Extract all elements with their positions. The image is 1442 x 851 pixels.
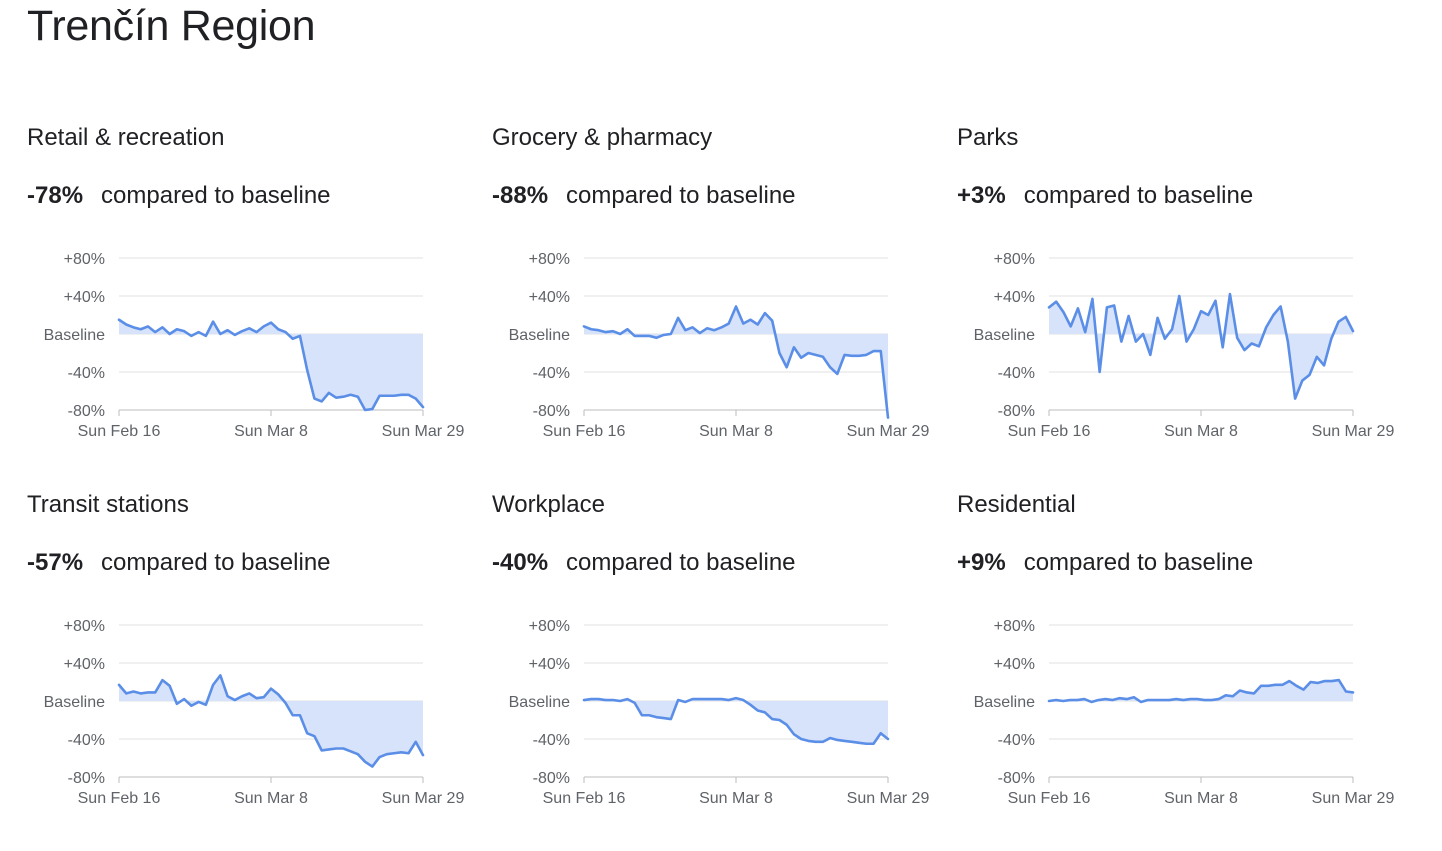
x-tick-label: Sun Mar 29 [847, 423, 930, 440]
y-tick-label: -40% [998, 732, 1035, 749]
y-tick-label: -80% [998, 770, 1035, 787]
y-tick-label: +40% [529, 656, 570, 673]
y-tick-label: -80% [68, 403, 105, 420]
x-tick-label: Sun Mar 29 [847, 790, 930, 807]
chart-svg: +80% +40% Baseline -40% -80% Sun Feb 16 Sun Ma… [509, 618, 930, 807]
series-line [117, 318, 425, 412]
change-value: -40% [492, 549, 549, 576]
change-value: -57% [27, 549, 84, 576]
change-suffix: compared to baseline [1023, 182, 1254, 209]
change-suffix: compared to baseline [1023, 549, 1254, 576]
y-tick-label: -80% [533, 403, 570, 420]
y-tick-label: -40% [68, 732, 105, 749]
x-tick-label: Sun Mar 29 [382, 423, 465, 440]
series-area [119, 319, 423, 410]
y-tick-label: +80% [529, 251, 570, 268]
series-area [584, 698, 888, 744]
y-tick-label: -80% [68, 770, 105, 787]
panel-title: Residential [957, 491, 1076, 518]
x-tick-label: Sun Mar 8 [1164, 423, 1238, 440]
change-value: +9% [957, 549, 1006, 576]
x-tick-label: Sun Mar 8 [699, 790, 773, 807]
panel-title: Grocery & pharmacy [492, 124, 713, 151]
panel-title: Parks [957, 124, 1019, 151]
x-tick-label: Sun Feb 16 [78, 790, 161, 807]
x-tick-label: Sun Mar 8 [1164, 790, 1238, 807]
chart-panel-parks: +80% +40% Baseline -40% -80% Sun Feb 16 Sun Ma… [957, 124, 1427, 484]
x-tick-label: Sun Feb 16 [543, 423, 626, 440]
series-area [584, 306, 888, 418]
y-tick-label: Baseline [974, 694, 1035, 711]
change-summary: -78% compared to baseline [27, 182, 331, 210]
page-title: Trenčín Region [27, 2, 316, 50]
y-tick-label: -40% [68, 365, 105, 382]
chart-panel-transit-stations: +80% +40% Baseline -40% -80% Sun Feb 16 Sun Ma… [27, 491, 497, 851]
change-suffix: compared to baseline [101, 182, 331, 209]
chart-svg: +80% +40% Baseline -40% -80% Sun Feb 16 Sun Ma… [509, 251, 930, 440]
x-tick-label: Sun Mar 8 [699, 423, 773, 440]
change-summary: +9% compared to baseline [957, 549, 1253, 577]
panel-title: Retail & recreation [27, 124, 225, 151]
y-tick-label: Baseline [974, 327, 1035, 344]
series-line [582, 305, 890, 419]
y-tick-label: +80% [64, 618, 105, 635]
y-tick-label: Baseline [44, 694, 105, 711]
series-area [119, 675, 423, 767]
y-tick-label: Baseline [44, 327, 105, 344]
chart-svg: +80% +40% Baseline -40% -80% Sun Feb 16 Sun Ma… [974, 251, 1395, 440]
y-tick-label: +80% [529, 618, 570, 635]
y-tick-label: +40% [64, 656, 105, 673]
y-tick-label: -40% [533, 732, 570, 749]
y-tick-label: -40% [998, 365, 1035, 382]
x-tick-label: Sun Mar 29 [382, 790, 465, 807]
series-line [117, 674, 425, 768]
y-tick-label: +40% [529, 289, 570, 306]
x-tick-label: Sun Feb 16 [543, 790, 626, 807]
change-suffix: compared to baseline [566, 549, 796, 576]
y-tick-label: +80% [994, 251, 1035, 268]
panel-title: Transit stations [27, 491, 189, 518]
y-tick-label: +40% [64, 289, 105, 306]
chart-svg: +80% +40% Baseline -40% -80% Sun Feb 16 Sun Ma… [44, 251, 465, 440]
y-tick-label: -80% [998, 403, 1035, 420]
chart-panel-residential: +80% +40% Baseline -40% -80% Sun Feb 16 Sun Ma… [957, 491, 1427, 851]
chart-panel-grocery-pharmacy: +80% +40% Baseline -40% -80% Sun Feb 16 Sun Ma… [492, 124, 962, 484]
series-area [1049, 294, 1353, 399]
x-tick-label: Sun Feb 16 [78, 423, 161, 440]
y-tick-label: -40% [533, 365, 570, 382]
change-summary: -88% compared to baseline [492, 182, 796, 210]
change-value: +3% [957, 182, 1006, 209]
chart-svg: +80% +40% Baseline -40% -80% Sun Feb 16 Sun Ma… [44, 618, 465, 807]
x-tick-label: Sun Mar 29 [1312, 423, 1395, 440]
change-suffix: compared to baseline [101, 549, 331, 576]
y-tick-label: Baseline [509, 327, 570, 344]
series-line [582, 696, 890, 746]
y-tick-label: Baseline [509, 694, 570, 711]
change-value: -88% [492, 182, 549, 209]
x-tick-label: Sun Feb 16 [1008, 790, 1091, 807]
change-suffix: compared to baseline [566, 182, 796, 209]
chart-panel-workplace: +80% +40% Baseline -40% -80% Sun Feb 16 Sun Ma… [492, 491, 962, 851]
panel-title: Workplace [492, 491, 605, 518]
y-tick-label: +40% [994, 656, 1035, 673]
series-line [1047, 678, 1355, 704]
change-value: -78% [27, 182, 84, 209]
x-tick-label: Sun Mar 8 [234, 423, 308, 440]
y-tick-label: +80% [994, 618, 1035, 635]
y-tick-label: -80% [533, 770, 570, 787]
chart-panel-retail-recreation: +80% +40% Baseline -40% -80% Sun Feb 16 Sun Ma… [27, 124, 497, 484]
x-tick-label: Sun Mar 8 [234, 790, 308, 807]
series-line [1047, 292, 1355, 400]
chart-svg: +80% +40% Baseline -40% -80% Sun Feb 16 Sun Ma… [974, 618, 1395, 807]
x-tick-label: Sun Mar 29 [1312, 790, 1395, 807]
x-tick-label: Sun Feb 16 [1008, 423, 1091, 440]
y-tick-label: +80% [64, 251, 105, 268]
change-summary: -40% compared to baseline [492, 549, 796, 577]
change-summary: +3% compared to baseline [957, 182, 1253, 210]
y-tick-label: +40% [994, 289, 1035, 306]
change-summary: -57% compared to baseline [27, 549, 331, 577]
